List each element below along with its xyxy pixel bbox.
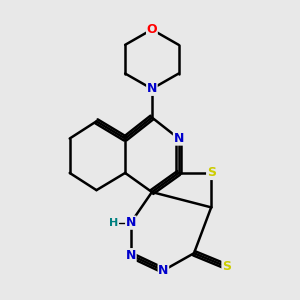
- Text: S: S: [222, 260, 231, 273]
- Text: H: H: [109, 218, 118, 228]
- Text: N: N: [147, 82, 157, 95]
- Text: N: N: [126, 216, 136, 229]
- Text: S: S: [207, 167, 216, 179]
- Text: O: O: [147, 23, 157, 36]
- Text: N: N: [126, 249, 136, 262]
- Text: N: N: [158, 264, 169, 277]
- Text: N: N: [173, 132, 184, 145]
